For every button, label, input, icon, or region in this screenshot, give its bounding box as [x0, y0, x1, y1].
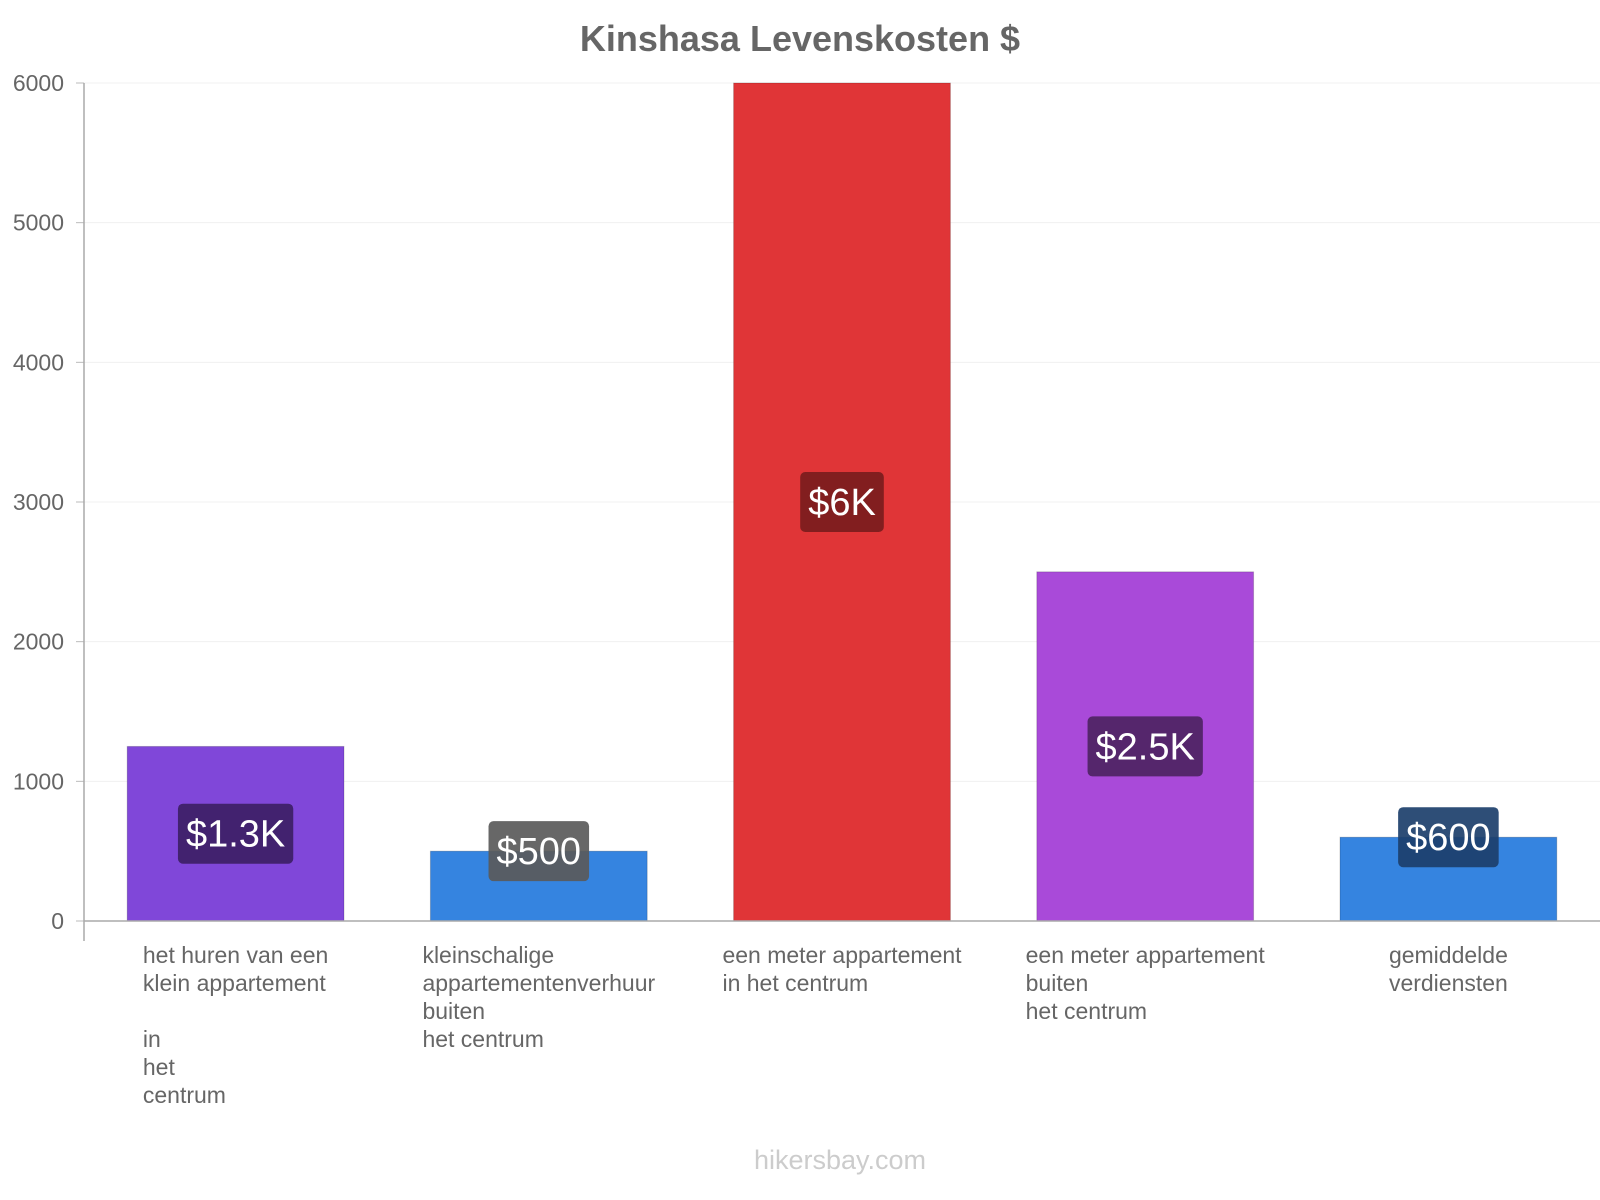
category-label-line: het — [143, 1054, 176, 1080]
category-label-line: het huren van een — [143, 942, 328, 968]
y-tick-label: 6000 — [13, 70, 64, 96]
category-label-line: in — [143, 1026, 161, 1052]
category-label-line: het centrum — [1026, 998, 1147, 1024]
data-label-badge — [177, 803, 294, 864]
category-label-line: buiten — [1026, 970, 1089, 996]
category-label-line: een meter appartement — [1026, 942, 1266, 968]
category-label-line: het centrum — [422, 1026, 543, 1052]
data-label-badge — [800, 472, 884, 532]
data-label: $6K — [808, 482, 876, 524]
category-label-line: centrum — [143, 1082, 226, 1108]
category-label-line: een meter appartement — [722, 942, 962, 968]
category-label-line: kleinschalige — [422, 942, 554, 968]
bar — [126, 745, 345, 922]
y-tick-label: 5000 — [13, 210, 64, 236]
data-labels: $1.3K $500 $6K $2.5K $600 — [177, 472, 1499, 882]
axes: 0 1000 2000 3000 4000 5000 6000 het huren van e… — [13, 70, 1600, 1108]
category-label-line: buiten — [422, 998, 485, 1024]
data-label-badge — [1398, 807, 1499, 868]
category-label-line: gemiddelde — [1389, 942, 1508, 968]
y-tick-label: 3000 — [13, 489, 64, 515]
watermark: hikersbay.com — [753, 1145, 927, 1175]
data-label: $2.5K — [1096, 726, 1195, 768]
y-tick-label: 4000 — [13, 349, 64, 375]
category-label-line: appartementenverhuur — [422, 970, 655, 996]
bars — [126, 82, 1558, 922]
category-label-line: in het centrum — [722, 970, 868, 996]
data-label: $600 — [1406, 817, 1491, 859]
y-tick-label: 1000 — [13, 768, 64, 794]
data-label-badge — [488, 821, 590, 882]
y-tick-label: 2000 — [13, 629, 64, 655]
category-label-line: verdiensten — [1389, 970, 1508, 996]
data-label: $500 — [497, 831, 582, 873]
y-tick-label: 0 — [51, 908, 64, 934]
data-label: $1.3K — [186, 814, 285, 856]
data-label-badge — [1087, 716, 1203, 777]
category-label-line: klein appartement — [143, 970, 326, 996]
chart-title: Kinshasa Levenskosten $ — [579, 18, 1021, 59]
